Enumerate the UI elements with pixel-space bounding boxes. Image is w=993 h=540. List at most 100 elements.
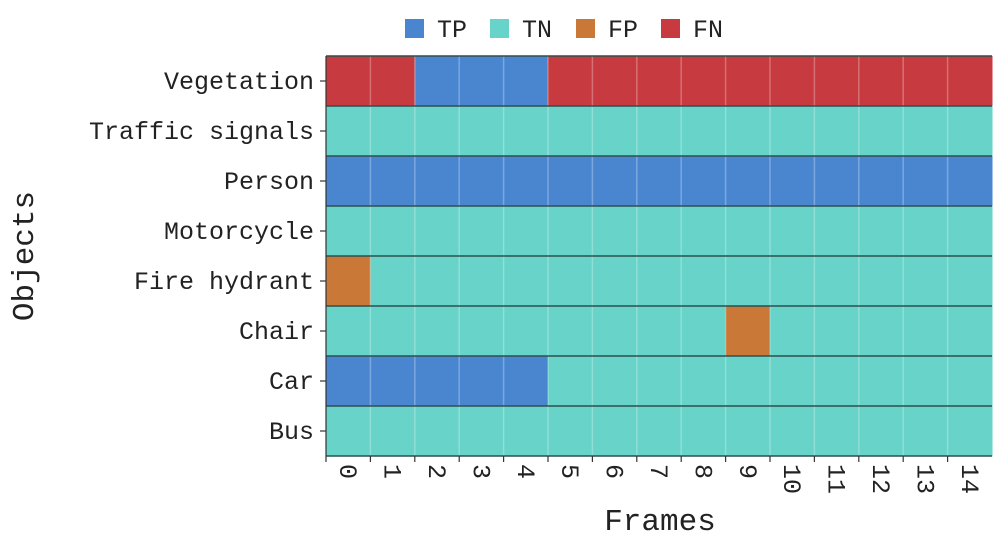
x-tick-label: 13 [909, 464, 938, 494]
x-tick-label: 7 [643, 464, 672, 479]
cell-car-frame-4: TP [503, 356, 549, 407]
x-axis: 0 1 2 3 4 5 6 7 8 9 10 11 12 13 14 [325, 456, 983, 494]
cell-chair-frame-3: TN [459, 306, 505, 357]
cell-fire-hydrant-frame-12: TN [858, 256, 904, 307]
cell-person-frame-12: TP [858, 156, 904, 207]
cell-bus-frame-4: TN [503, 406, 549, 457]
cell-chair-frame-7: TN [636, 306, 682, 357]
y-tick-label: Chair [239, 318, 314, 347]
cell-bus-frame-0: TN [326, 406, 371, 457]
cell-car-frame-10: TN [770, 356, 815, 407]
y-tick-label: Car [269, 368, 314, 397]
cell-car-frame-1: TP [370, 356, 416, 407]
x-tick-label: 6 [599, 464, 628, 479]
cell-motorcycle-frame-8: TN [681, 206, 727, 257]
y-tick-label: Traffic signals [89, 118, 314, 147]
cell-car-frame-7: TN [636, 356, 682, 407]
cell-motorcycle-frame-7: TN [636, 206, 682, 257]
cell-person-frame-7: TP [636, 156, 682, 207]
x-tick-label: 5 [554, 464, 583, 479]
cell-person-frame-0: TP [326, 156, 371, 207]
cell-traffic-signals-frame-5: TN [548, 106, 593, 157]
x-axis-title: Frames [604, 505, 716, 540]
legend-swatch [405, 19, 424, 38]
cell-person-frame-4: TP [503, 156, 549, 207]
cell-motorcycle-frame-1: TN [370, 206, 416, 257]
cell-vegetation-frame-1: FN [370, 56, 416, 107]
cell-traffic-signals-frame-11: TN [814, 106, 860, 157]
cell-fire-hydrant-frame-6: TN [592, 256, 638, 307]
x-tick-label: 14 [954, 464, 983, 494]
cell-fire-hydrant-frame-9: TN [725, 256, 771, 307]
cell-chair-frame-11: TN [814, 306, 860, 357]
cell-vegetation-frame-10: FN [770, 56, 815, 107]
cell-fire-hydrant-frame-0: FP [326, 256, 371, 307]
plot-area: FNFNTPTPTPFNFNFNFNFNFNFNFNFNFNTNTNTNTNTN… [325, 55, 993, 457]
cell-person-frame-9: TP [725, 156, 771, 207]
y-axis-title: Objects [8, 191, 43, 321]
cell-motorcycle-frame-10: TN [770, 206, 815, 257]
x-tick-label: 1 [377, 464, 406, 479]
cell-motorcycle-frame-3: TN [459, 206, 505, 257]
x-tick-label: 2 [421, 464, 450, 479]
cell-fire-hydrant-frame-10: TN [770, 256, 815, 307]
cell-traffic-signals-frame-1: TN [370, 106, 416, 157]
cell-car-frame-2: TP [414, 356, 460, 407]
cell-car-frame-14: TN [947, 356, 993, 407]
x-tick-label: 9 [732, 464, 761, 479]
cell-motorcycle-frame-9: TN [725, 206, 771, 257]
cell-chair-frame-10: TN [770, 306, 815, 357]
cell-traffic-signals-frame-10: TN [770, 106, 815, 157]
y-tick-label: Bus [269, 418, 314, 447]
cell-car-frame-9: TN [725, 356, 771, 407]
cell-chair-frame-6: TN [592, 306, 638, 357]
cell-vegetation-frame-5: FN [548, 56, 593, 107]
y-axis: Vegetation Traffic signals Person Motorcycl… [89, 68, 326, 447]
cell-motorcycle-frame-5: TN [548, 206, 593, 257]
cell-traffic-signals-frame-12: TN [858, 106, 904, 157]
legend-swatch [576, 19, 595, 38]
x-tick-label: 11 [821, 464, 850, 494]
cell-chair-frame-1: TN [370, 306, 416, 357]
cell-motorcycle-frame-0: TN [326, 206, 371, 257]
cell-vegetation-frame-11: FN [814, 56, 860, 107]
cell-vegetation-frame-13: FN [903, 56, 949, 107]
cell-bus-frame-11: TN [814, 406, 860, 457]
cell-bus-frame-7: TN [636, 406, 682, 457]
cell-fire-hydrant-frame-3: TN [459, 256, 505, 307]
cell-bus-frame-13: TN [903, 406, 949, 457]
cell-car-frame-0: TP [326, 356, 371, 407]
cell-vegetation-frame-6: FN [592, 56, 638, 107]
cell-chair-frame-5: TN [548, 306, 593, 357]
cell-car-frame-5: TN [548, 356, 593, 407]
cell-fire-hydrant-frame-7: TN [636, 256, 682, 307]
cell-person-frame-5: TP [548, 156, 593, 207]
cell-vegetation-frame-2: TP [414, 56, 460, 107]
cell-traffic-signals-frame-0: TN [326, 106, 371, 157]
legend-label: TP [437, 16, 467, 45]
legend-label: FN [693, 16, 723, 45]
y-tick-label: Motorcycle [164, 218, 314, 247]
legend-swatch [661, 19, 680, 38]
cell-traffic-signals-frame-7: TN [636, 106, 682, 157]
cell-bus-frame-9: TN [725, 406, 771, 457]
x-tick-label: 12 [865, 464, 894, 494]
x-tick-label: 3 [465, 464, 494, 479]
cell-person-frame-3: TP [459, 156, 505, 207]
legend-label: FP [608, 16, 638, 45]
cell-motorcycle-frame-14: TN [947, 206, 993, 257]
legend-item-tn: TN [490, 16, 552, 45]
cell-vegetation-frame-8: FN [681, 56, 727, 107]
cell-traffic-signals-frame-3: TN [459, 106, 505, 157]
heatmap-cells: FNFNTPTPTPFNFNFNFNFNFNFNFNFNFNTNTNTNTNTN… [326, 56, 993, 457]
cell-motorcycle-frame-11: TN [814, 206, 860, 257]
cell-fire-hydrant-frame-13: TN [903, 256, 949, 307]
cell-car-frame-6: TN [592, 356, 638, 407]
cell-person-frame-11: TP [814, 156, 860, 207]
cell-bus-frame-12: TN [858, 406, 904, 457]
cell-fire-hydrant-frame-14: TN [947, 256, 993, 307]
cell-traffic-signals-frame-8: TN [681, 106, 727, 157]
cell-fire-hydrant-frame-8: TN [681, 256, 727, 307]
cell-person-frame-8: TP [681, 156, 727, 207]
cell-bus-frame-14: TN [947, 406, 993, 457]
